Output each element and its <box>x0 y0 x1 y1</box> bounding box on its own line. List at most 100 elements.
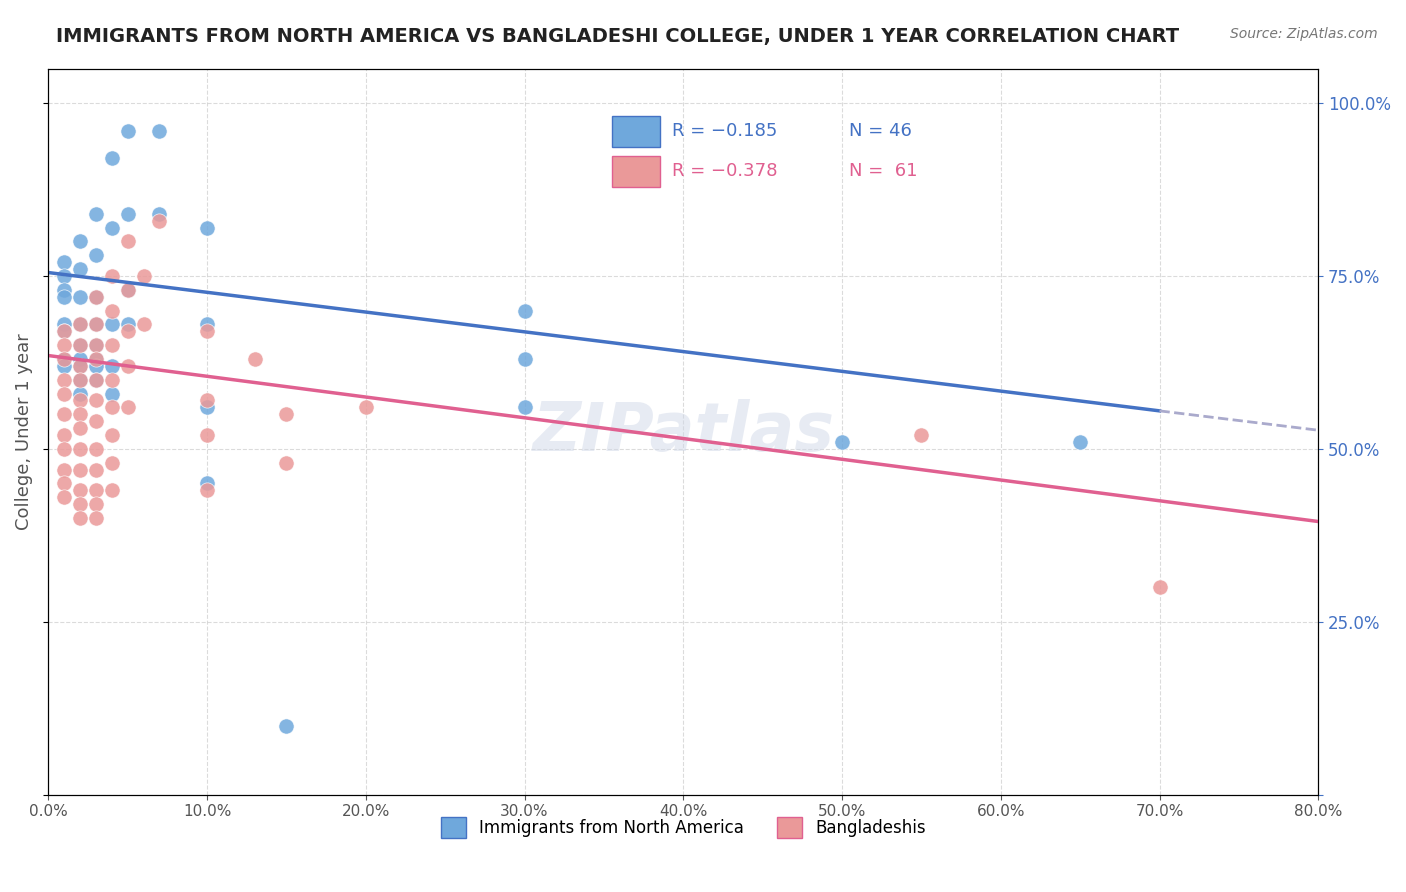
Text: ZIPatlas: ZIPatlas <box>533 399 834 465</box>
Point <box>101 428 124 442</box>
Point <box>101 268 124 283</box>
Text: N =  61: N = 61 <box>849 162 917 180</box>
Point <box>84 318 107 332</box>
Point <box>53 338 76 352</box>
Point <box>69 373 91 387</box>
Point <box>101 303 124 318</box>
Point <box>84 290 107 304</box>
Point <box>195 324 218 338</box>
Point <box>84 290 107 304</box>
Point <box>117 401 139 415</box>
Point <box>69 463 91 477</box>
Point <box>101 373 124 387</box>
Point <box>84 248 107 262</box>
Point <box>1069 435 1091 450</box>
Point <box>69 338 91 352</box>
Point <box>69 393 91 408</box>
Point <box>117 324 139 338</box>
Point <box>84 207 107 221</box>
Text: N = 46: N = 46 <box>849 122 911 140</box>
Point <box>831 435 853 450</box>
Point <box>117 283 139 297</box>
Point <box>84 318 107 332</box>
Point <box>84 414 107 428</box>
Text: R = −0.378: R = −0.378 <box>672 162 778 180</box>
Point <box>84 511 107 525</box>
Legend: Immigrants from North America, Bangladeshis: Immigrants from North America, Banglades… <box>434 811 932 845</box>
Point <box>910 428 932 442</box>
Point <box>101 338 124 352</box>
Point <box>101 152 124 166</box>
Point <box>69 373 91 387</box>
Point <box>148 124 170 138</box>
Point <box>84 393 107 408</box>
Point <box>513 351 536 366</box>
Point <box>513 303 536 318</box>
Point <box>101 386 124 401</box>
Point <box>53 351 76 366</box>
Point <box>195 401 218 415</box>
Point <box>101 220 124 235</box>
Point <box>101 483 124 498</box>
Point <box>69 338 91 352</box>
Point <box>117 318 139 332</box>
Point <box>195 220 218 235</box>
Point <box>69 290 91 304</box>
Point <box>53 290 76 304</box>
Point <box>53 283 76 297</box>
Point <box>69 497 91 511</box>
Point <box>101 359 124 373</box>
Point <box>53 491 76 505</box>
Point <box>117 235 139 249</box>
Point <box>53 268 76 283</box>
Point <box>53 442 76 456</box>
Point <box>84 463 107 477</box>
Point <box>69 318 91 332</box>
Point <box>276 456 298 470</box>
Point <box>195 318 218 332</box>
Point <box>513 401 536 415</box>
Point <box>84 351 107 366</box>
Point <box>84 351 107 366</box>
Text: IMMIGRANTS FROM NORTH AMERICA VS BANGLADESHI COLLEGE, UNDER 1 YEAR CORRELATION C: IMMIGRANTS FROM NORTH AMERICA VS BANGLAD… <box>56 27 1180 45</box>
Point <box>132 268 155 283</box>
Point <box>69 359 91 373</box>
Point <box>195 483 218 498</box>
Point <box>195 476 218 491</box>
Point <box>84 373 107 387</box>
Point <box>117 207 139 221</box>
Point <box>53 463 76 477</box>
Point <box>195 428 218 442</box>
Point <box>84 442 107 456</box>
Point <box>69 318 91 332</box>
Point <box>53 255 76 269</box>
Point <box>53 476 76 491</box>
Point <box>53 386 76 401</box>
Point <box>101 318 124 332</box>
Point <box>276 718 298 732</box>
FancyBboxPatch shape <box>613 156 659 187</box>
Text: Source: ZipAtlas.com: Source: ZipAtlas.com <box>1230 27 1378 41</box>
Point <box>195 393 218 408</box>
Point <box>84 359 107 373</box>
Point <box>276 407 298 421</box>
Point <box>53 373 76 387</box>
Text: R = −0.185: R = −0.185 <box>672 122 778 140</box>
Point <box>101 401 124 415</box>
Point <box>243 351 266 366</box>
Point <box>148 207 170 221</box>
Point <box>53 428 76 442</box>
Point <box>53 351 76 366</box>
Point <box>69 262 91 277</box>
Point <box>69 386 91 401</box>
Point <box>1149 580 1171 594</box>
Point <box>69 407 91 421</box>
Point <box>53 324 76 338</box>
Point <box>117 124 139 138</box>
Point <box>69 235 91 249</box>
Point <box>69 351 91 366</box>
Point <box>69 359 91 373</box>
Point <box>53 407 76 421</box>
Point <box>117 359 139 373</box>
Point <box>84 338 107 352</box>
